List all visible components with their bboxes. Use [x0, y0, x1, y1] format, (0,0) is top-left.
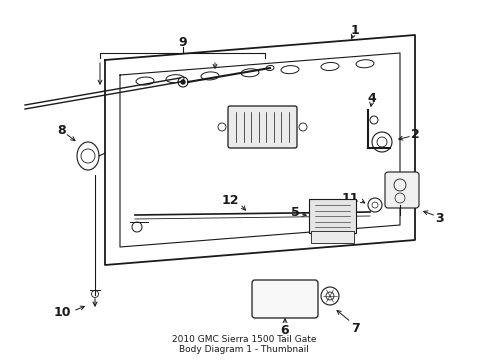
Text: 4: 4	[367, 91, 376, 104]
Text: 8: 8	[58, 123, 66, 136]
FancyBboxPatch shape	[251, 280, 317, 318]
Text: 12: 12	[221, 194, 238, 207]
Text: 10: 10	[53, 306, 71, 320]
Text: 3: 3	[435, 211, 444, 225]
Text: 9: 9	[178, 36, 187, 49]
FancyBboxPatch shape	[227, 106, 296, 148]
Text: 7: 7	[350, 321, 359, 334]
Text: 6: 6	[280, 324, 289, 337]
Circle shape	[181, 80, 184, 84]
FancyBboxPatch shape	[384, 172, 418, 208]
Text: 11: 11	[341, 192, 358, 204]
Text: 5: 5	[290, 207, 299, 220]
Text: 1: 1	[350, 23, 359, 36]
Text: 2010 GMC Sierra 1500 Tail Gate
Body Diagram 1 - Thumbnail: 2010 GMC Sierra 1500 Tail Gate Body Diag…	[171, 334, 316, 354]
FancyBboxPatch shape	[308, 199, 355, 233]
FancyBboxPatch shape	[310, 231, 353, 243]
Text: 2: 2	[410, 129, 419, 141]
